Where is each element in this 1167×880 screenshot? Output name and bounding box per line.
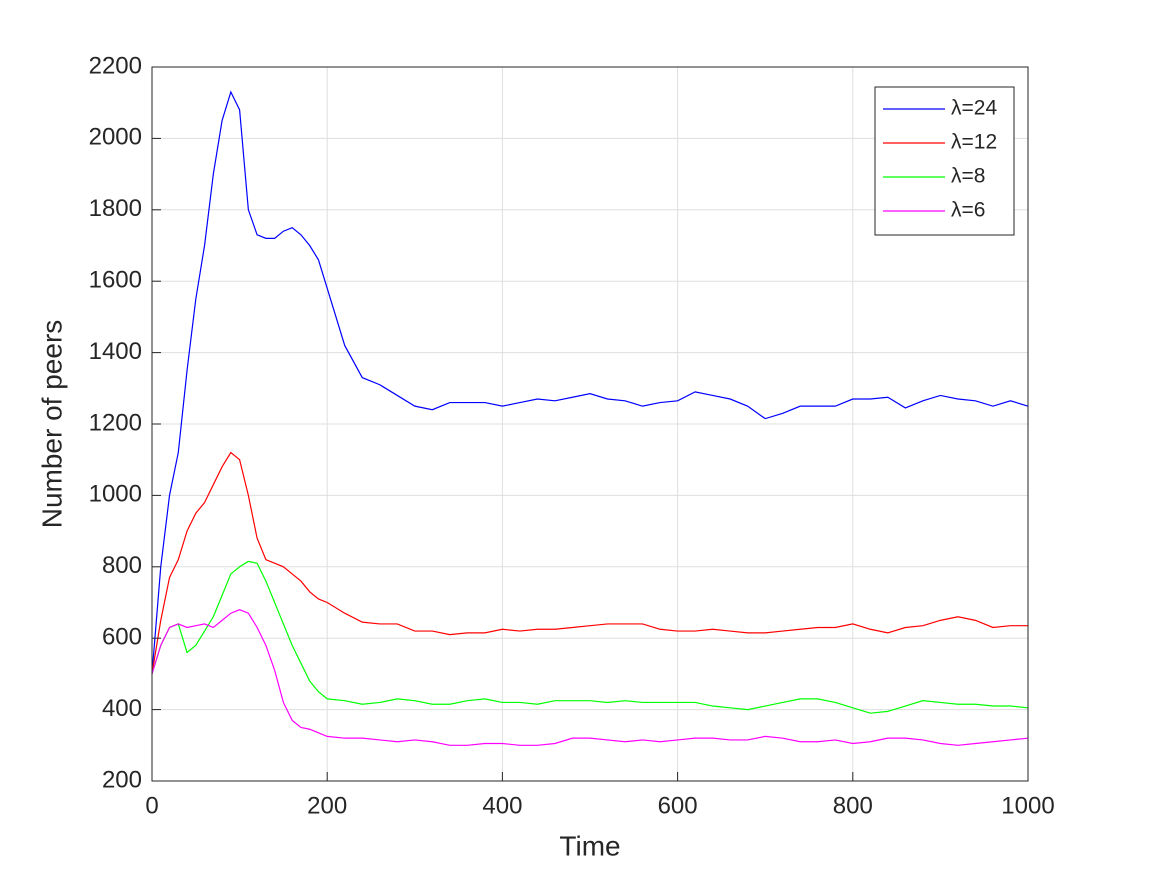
x-tick-label: 0	[145, 792, 158, 819]
grid	[151, 66, 1029, 782]
x-tick-label: 1000	[1001, 792, 1054, 819]
y-tick-label: 400	[102, 695, 142, 722]
y-axis-label: Number of peers	[36, 320, 67, 529]
legend-box	[874, 86, 1015, 236]
x-tick-label: 400	[482, 792, 522, 819]
y-tick-label: 2200	[89, 52, 142, 79]
legend: λ=24 λ=12 λ=8 λ=6	[874, 86, 1015, 236]
y-tick-label: 1200	[89, 409, 142, 436]
y-tick-label: 2000	[89, 124, 142, 151]
legend-label: λ=8	[951, 165, 985, 188]
x-axis-label: Time	[559, 830, 620, 861]
data-line	[151, 560, 1029, 714]
plot-lines	[151, 90, 1029, 746]
y-tick-label: 800	[102, 552, 142, 579]
legend-label: λ=6	[951, 199, 985, 222]
y-tick-label: 1600	[89, 267, 142, 294]
data-line	[151, 451, 1028, 674]
data-line	[151, 90, 1029, 674]
x-tick-label: 200	[307, 792, 347, 819]
legend-label: λ=12	[951, 131, 997, 154]
y-tick-label: 200	[102, 766, 142, 793]
y-tick-label: 1800	[89, 195, 142, 222]
y-tick-label: 1400	[89, 338, 142, 365]
ticks: 0 200 400 600 800 100020040060080010001200140…	[89, 52, 1055, 819]
x-tick-label: 600	[658, 792, 698, 819]
y-tick-label: 600	[102, 624, 142, 651]
legend-label: λ=24	[951, 97, 997, 120]
data-line	[151, 608, 1029, 746]
y-tick-label: 1000	[89, 481, 142, 508]
x-tick-label: 800	[833, 792, 873, 819]
